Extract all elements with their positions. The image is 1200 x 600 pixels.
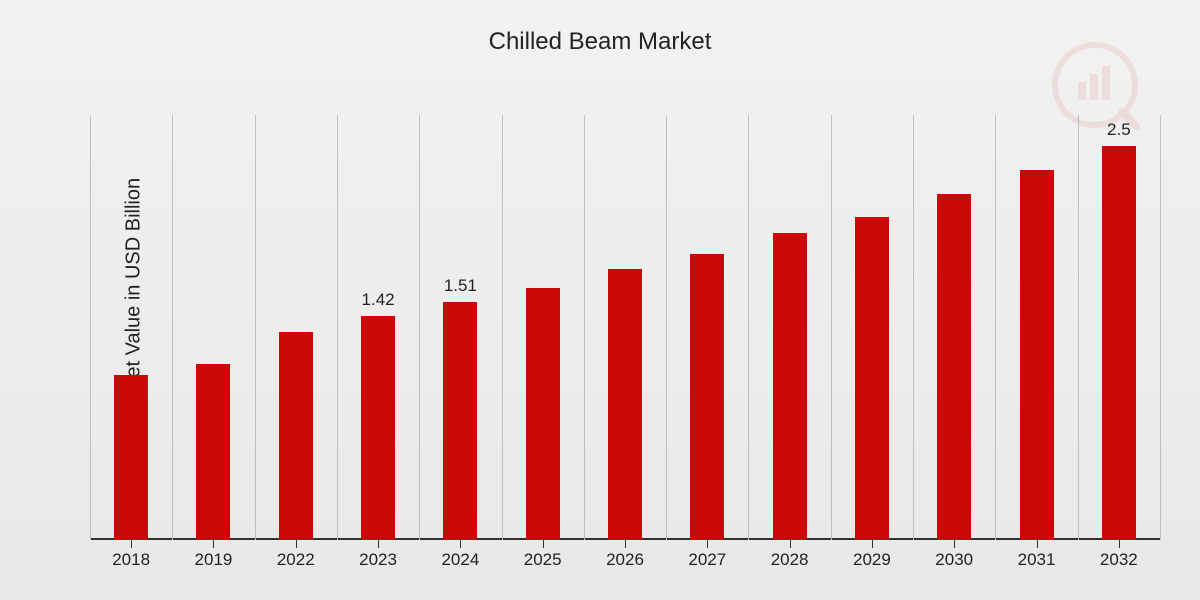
bar bbox=[196, 364, 230, 540]
grid-line bbox=[584, 115, 585, 540]
bar bbox=[443, 302, 477, 540]
grid-line bbox=[255, 115, 256, 540]
bar bbox=[1020, 170, 1054, 540]
grid-line bbox=[995, 115, 996, 540]
x-tick-mark bbox=[131, 540, 132, 548]
x-tick-mark bbox=[625, 540, 626, 548]
bar bbox=[937, 194, 971, 540]
x-tick-label: 2022 bbox=[277, 550, 315, 570]
grid-line bbox=[337, 115, 338, 540]
x-tick-mark bbox=[378, 540, 379, 548]
x-tick-mark bbox=[296, 540, 297, 548]
grid-line bbox=[419, 115, 420, 540]
bar bbox=[773, 233, 807, 540]
x-tick-mark bbox=[1037, 540, 1038, 548]
grid-line bbox=[90, 115, 91, 540]
x-tick-mark bbox=[790, 540, 791, 548]
bar bbox=[279, 332, 313, 540]
x-tick-label: 2027 bbox=[688, 550, 726, 570]
bar-value-label: 2.5 bbox=[1089, 120, 1149, 140]
grid-line bbox=[1078, 115, 1079, 540]
chart-title: Chilled Beam Market bbox=[0, 28, 1200, 56]
x-tick-mark bbox=[213, 540, 214, 548]
x-tick-label: 2028 bbox=[771, 550, 809, 570]
x-tick-label: 2024 bbox=[441, 550, 479, 570]
grid-line bbox=[913, 115, 914, 540]
grid-line bbox=[502, 115, 503, 540]
x-tick-label: 2031 bbox=[1018, 550, 1056, 570]
grid-line bbox=[748, 115, 749, 540]
grid-line bbox=[666, 115, 667, 540]
grid-line bbox=[831, 115, 832, 540]
x-tick-mark bbox=[1119, 540, 1120, 548]
bar bbox=[114, 375, 148, 540]
bar bbox=[608, 269, 642, 540]
x-tick-label: 2030 bbox=[935, 550, 973, 570]
bar bbox=[1102, 146, 1136, 540]
bar bbox=[526, 288, 560, 540]
x-tick-label: 2025 bbox=[524, 550, 562, 570]
x-tick-label: 2019 bbox=[195, 550, 233, 570]
bar bbox=[690, 254, 724, 540]
bar-value-label: 1.42 bbox=[348, 290, 408, 310]
grid-line bbox=[172, 115, 173, 540]
x-tick-mark bbox=[872, 540, 873, 548]
bar-value-label: 1.51 bbox=[430, 276, 490, 296]
bar bbox=[855, 217, 889, 540]
x-tick-mark bbox=[954, 540, 955, 548]
plot-area: 2018201920221.4220231.512024202520262027… bbox=[90, 115, 1160, 540]
x-tick-label: 2023 bbox=[359, 550, 397, 570]
bar bbox=[361, 316, 395, 540]
x-tick-mark bbox=[460, 540, 461, 548]
x-tick-label: 2032 bbox=[1100, 550, 1138, 570]
x-tick-mark bbox=[543, 540, 544, 548]
grid-line bbox=[1160, 115, 1161, 540]
x-tick-label: 2026 bbox=[606, 550, 644, 570]
x-tick-label: 2029 bbox=[853, 550, 891, 570]
x-tick-mark bbox=[707, 540, 708, 548]
x-tick-label: 2018 bbox=[112, 550, 150, 570]
